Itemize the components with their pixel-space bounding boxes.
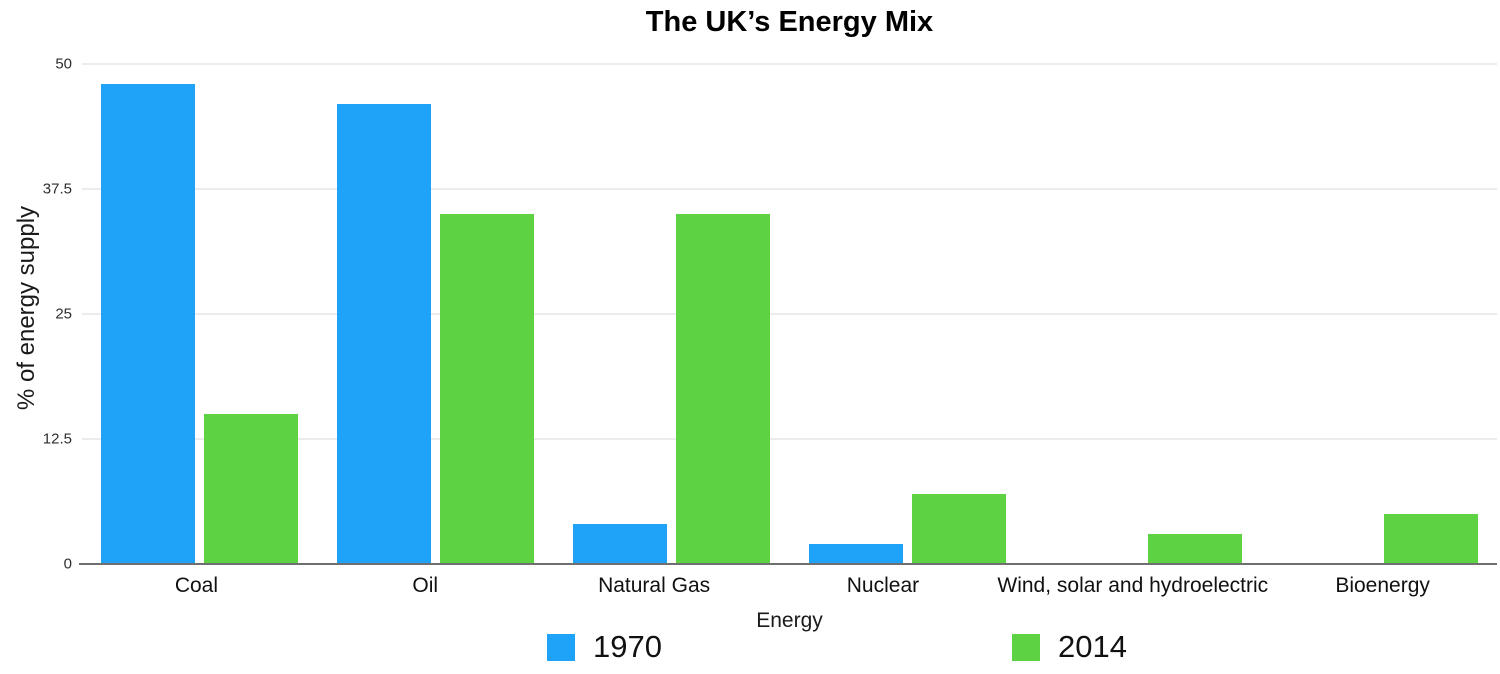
bar-bioenergy-2014 — [1383, 514, 1478, 564]
gridline-50 — [82, 63, 1497, 65]
y-tick-label-12-5: 12.5 — [42, 430, 72, 448]
y-tick-label-50: 50 — [55, 55, 72, 73]
chart-title: The UK’s Energy Mix — [645, 6, 934, 38]
y-tick-label-37-5: 37.5 — [42, 180, 72, 198]
category-label-bioenergy: Bioenergy — [1335, 574, 1430, 597]
category-label-nuclear: Nuclear — [846, 574, 920, 597]
bar-coal-1970 — [101, 84, 196, 564]
bar-group-oil — [318, 64, 554, 564]
bar-group-wind-solar-and-hydroelectric — [1025, 64, 1261, 564]
gridline-12-5 — [82, 438, 1497, 440]
category-labels: Coal Oil Natural Gas Nuclear Wind, solar and… — [82, 574, 1497, 598]
category-label-natural-gas: Natural Gas — [598, 574, 711, 597]
legend-item-2014: 2014 — [1012, 629, 1127, 665]
bar-groups — [82, 64, 1497, 564]
legend-label-2014: 2014 — [1058, 629, 1127, 664]
category-label-wind-solar-and-hydroelectric: Wind, solar and hydroelectric — [997, 574, 1269, 597]
legend-label-1970: 1970 — [593, 629, 662, 664]
bar-oil-2014 — [440, 214, 535, 564]
bar-natural-gas-2014 — [676, 214, 771, 564]
bar-group-bioenergy — [1261, 64, 1497, 564]
category-label-coal: Coal — [174, 574, 219, 597]
x-axis-line — [79, 563, 1497, 565]
bar-coal-2014 — [204, 414, 299, 564]
bar-group-coal — [82, 64, 318, 564]
y-tick-label-25: 25 — [55, 305, 72, 323]
y-tick-label-0: 0 — [63, 555, 72, 573]
bar-oil-1970 — [337, 104, 432, 564]
legend-swatch-1970 — [547, 633, 575, 661]
bar-natural-gas-1970 — [573, 524, 668, 564]
gridline-25 — [82, 313, 1497, 315]
gridline-37-5 — [82, 188, 1497, 190]
category-label-oil: Oil — [412, 574, 439, 597]
bar-nuclear-1970 — [808, 544, 903, 564]
bar-group-nuclear — [789, 64, 1025, 564]
bar-wind-solar-and-hydroelectric-2014 — [1147, 534, 1242, 564]
legend-swatch-2014 — [1012, 633, 1040, 661]
legend-item-1970: 1970 — [547, 629, 662, 665]
x-axis-title: Energy — [756, 609, 823, 632]
plot-area: 0 12.5 25 37.5 50 — [43, 56, 1497, 573]
bar-group-natural-gas — [554, 64, 790, 564]
bar-nuclear-2014 — [911, 494, 1006, 564]
